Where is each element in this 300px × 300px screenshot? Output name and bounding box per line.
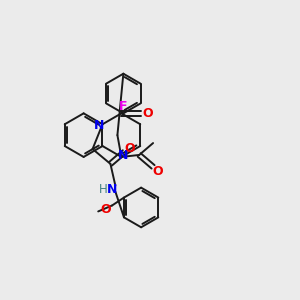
Text: N: N: [94, 119, 105, 132]
Text: O: O: [143, 107, 153, 120]
Text: H: H: [99, 183, 108, 196]
Text: N: N: [107, 183, 118, 196]
Text: F: F: [119, 100, 128, 113]
Text: O: O: [101, 203, 112, 216]
Text: O: O: [124, 142, 135, 154]
Text: O: O: [153, 165, 163, 178]
Text: N: N: [118, 149, 128, 162]
